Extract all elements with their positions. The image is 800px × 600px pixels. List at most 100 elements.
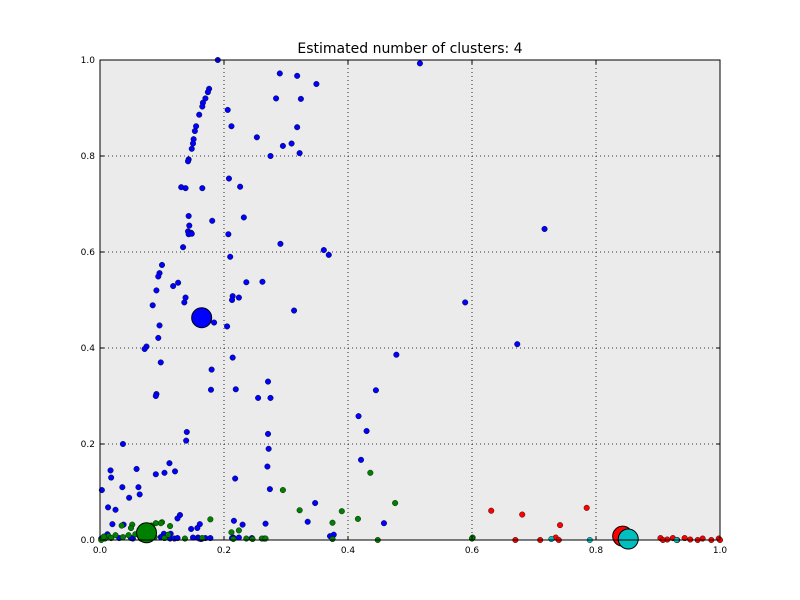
- data-point: [224, 106, 231, 113]
- data-point: [255, 394, 262, 401]
- data-point: [125, 532, 132, 539]
- data-point: [174, 515, 181, 522]
- data-point: [136, 491, 143, 498]
- data-point: [273, 95, 280, 102]
- scatter-points: [98, 57, 724, 544]
- data-point: [186, 222, 193, 229]
- data-point: [232, 386, 239, 393]
- data-point: [225, 231, 232, 238]
- data-point: [118, 522, 125, 529]
- data-point: [165, 531, 172, 538]
- plot-area: [100, 60, 720, 540]
- data-point: [133, 465, 140, 472]
- data-point: [161, 535, 168, 542]
- data-point: [185, 158, 192, 165]
- data-point: [265, 430, 272, 437]
- data-point: [304, 518, 311, 525]
- data-point: [243, 535, 250, 542]
- data-point: [227, 253, 234, 260]
- data-point: [265, 378, 272, 385]
- plot-frame: [99, 59, 721, 541]
- data-point: [392, 500, 399, 507]
- data-point: [229, 354, 236, 361]
- data-point: [235, 294, 242, 301]
- data-point: [119, 484, 126, 491]
- data-point: [230, 536, 237, 543]
- data-point: [127, 525, 134, 532]
- data-point: [180, 244, 187, 251]
- x-tick-label: 0.6: [465, 546, 480, 556]
- data-point: [358, 456, 365, 463]
- data-point: [141, 345, 148, 352]
- data-point: [380, 520, 387, 527]
- data-point: [291, 307, 298, 314]
- data-point: [107, 467, 114, 474]
- data-point: [188, 525, 195, 532]
- data-point: [167, 523, 174, 530]
- data-point: [119, 441, 126, 448]
- data-point: [354, 515, 361, 522]
- data-point: [279, 142, 286, 149]
- data-point: [541, 225, 548, 232]
- data-point: [209, 217, 216, 224]
- data-point: [174, 535, 181, 542]
- data-point: [262, 535, 269, 542]
- data-point: [583, 504, 590, 511]
- data-point: [232, 475, 239, 482]
- data-point: [699, 535, 706, 542]
- data-point: [211, 319, 218, 326]
- data-point: [243, 279, 250, 286]
- data-point: [329, 519, 336, 526]
- data-point: [191, 128, 198, 135]
- data-point: [235, 527, 242, 534]
- data-point: [100, 533, 107, 540]
- data-point: [170, 283, 177, 290]
- data-point: [183, 437, 190, 444]
- data-point: [156, 322, 163, 329]
- data-point: [181, 535, 188, 542]
- data-point: [207, 516, 214, 523]
- data-point: [189, 140, 196, 147]
- data-point: [239, 521, 246, 528]
- data-point: [185, 212, 192, 219]
- axis-ticks: 0.0 0.2 0.4 0.6 0.8 1.0 0.0 0.2 0.4 0.6 0.8 1.0: [81, 56, 728, 556]
- data-point: [204, 89, 211, 96]
- grid-lines: [100, 60, 720, 540]
- data-point: [157, 359, 164, 366]
- data-point: [557, 522, 564, 529]
- data-point: [229, 297, 236, 304]
- cluster-centroid: [617, 528, 639, 550]
- data-point: [199, 103, 206, 110]
- data-point: [313, 80, 320, 87]
- data-point: [548, 536, 555, 543]
- data-point: [320, 247, 327, 254]
- y-tick-label: 0.6: [81, 248, 96, 258]
- data-point: [294, 72, 301, 79]
- data-point: [105, 504, 112, 511]
- y-tick-label: 0.8: [81, 152, 96, 162]
- data-point: [152, 393, 159, 400]
- data-point: [488, 507, 495, 514]
- data-point: [393, 351, 400, 358]
- data-point: [126, 494, 133, 501]
- data-point: [297, 95, 304, 102]
- data-point: [228, 529, 235, 536]
- data-point: [161, 469, 168, 476]
- data-point: [166, 460, 173, 467]
- data-point: [462, 299, 469, 306]
- data-point: [188, 230, 195, 237]
- data-point: [249, 536, 256, 543]
- data-point: [240, 214, 247, 221]
- data-point: [182, 294, 189, 301]
- data-point: [294, 124, 301, 131]
- data-point: [265, 445, 272, 452]
- y-tick-label: 0.2: [81, 440, 95, 450]
- data-point: [264, 463, 271, 470]
- data-point: [416, 60, 423, 67]
- data-point: [237, 183, 244, 190]
- data-point: [149, 302, 156, 309]
- data-point: [367, 469, 374, 476]
- data-point: [296, 507, 303, 514]
- cluster-centroid: [191, 307, 213, 329]
- data-point: [519, 511, 526, 518]
